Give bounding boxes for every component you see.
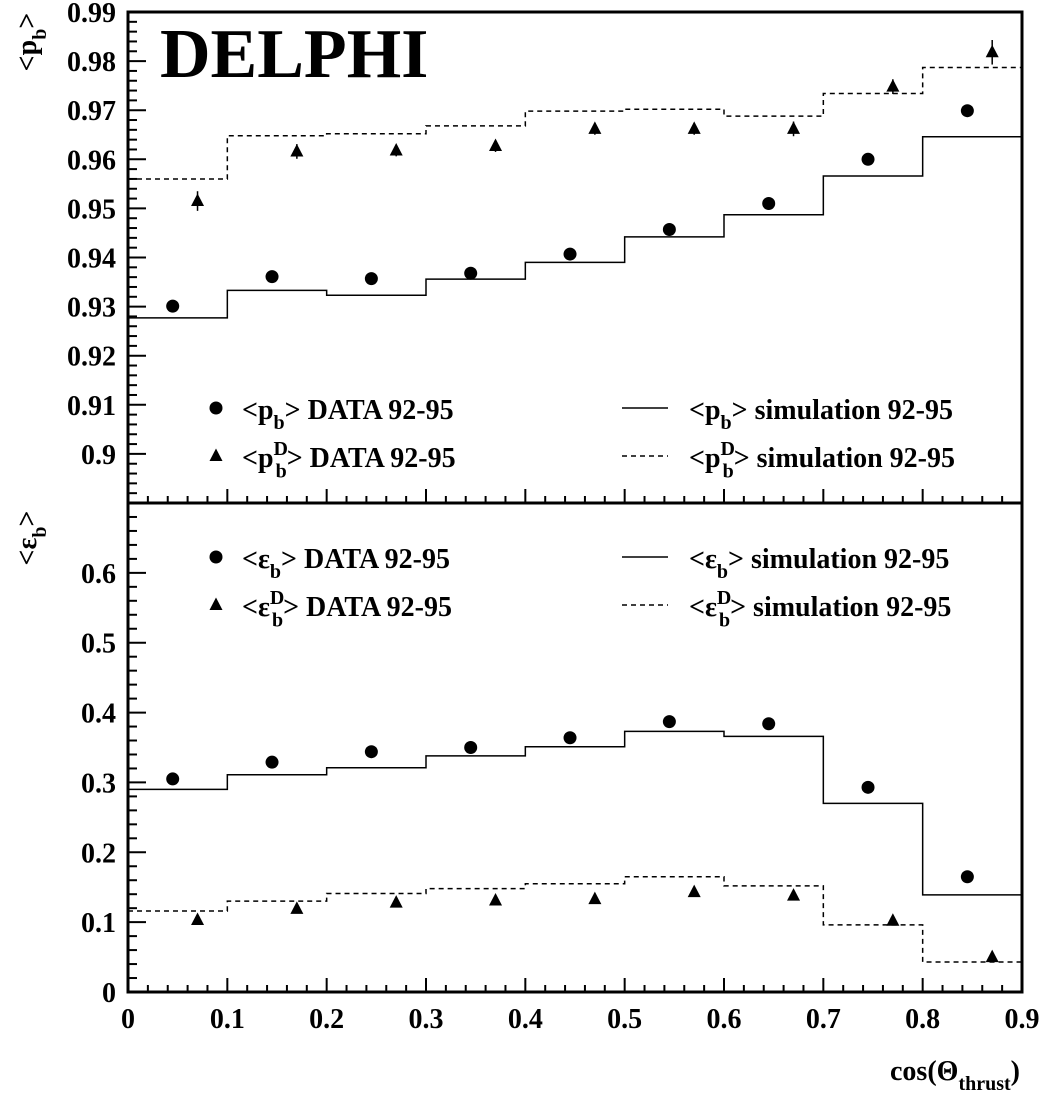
x-tick-label: 0.8 xyxy=(905,1004,940,1035)
data-point-circle xyxy=(960,104,974,118)
data-point-circle xyxy=(762,196,776,210)
y-tick-label: 0.98 xyxy=(67,47,116,78)
y-tick-label: 0.96 xyxy=(67,145,116,176)
y-tick-label: 0.95 xyxy=(67,194,116,225)
y-axis-label-bottom: <εb> xyxy=(12,510,51,565)
x-tick-label: 0.5 xyxy=(607,1004,642,1035)
data-point-triangle xyxy=(886,913,900,926)
y-tick-label: 0.6 xyxy=(81,559,116,590)
data-point-triangle xyxy=(290,901,304,914)
data-point-triangle xyxy=(787,888,801,901)
data-point-circle xyxy=(563,731,577,745)
y-label-text: <εb> xyxy=(12,510,51,565)
data-point-triangle xyxy=(588,121,602,134)
x-tick-label: 0.3 xyxy=(409,1004,444,1035)
legend-marker-circle xyxy=(209,550,223,564)
data-point-circle xyxy=(265,755,279,769)
y-tick-label: 0.5 xyxy=(81,629,116,660)
data-point-circle xyxy=(265,270,279,284)
data-point-triangle xyxy=(290,143,304,157)
simulation-solid-line xyxy=(128,730,1022,896)
data-point-triangle xyxy=(489,138,503,152)
simulation-solid-line xyxy=(128,135,1022,319)
legend-label: <εb> DATA 92-95 xyxy=(242,544,450,583)
data-point-triangle xyxy=(389,895,403,908)
legend-label: <pb> simulation 92-95 xyxy=(689,395,953,434)
y-tick-label: 0.4 xyxy=(81,699,116,730)
x-tick-label: 0.6 xyxy=(707,1004,742,1035)
delphi-label: DELPHI xyxy=(160,16,428,93)
data-point-circle xyxy=(464,741,478,754)
data-point-triangle xyxy=(489,892,503,906)
y-tick-label: 0 xyxy=(102,978,116,1009)
x-tick-label: 0.1 xyxy=(210,1004,245,1035)
y-tick-label: 0.2 xyxy=(81,838,116,869)
y-tick-label: 0.9 xyxy=(81,440,116,471)
legend-marker-triangle xyxy=(209,597,223,610)
legend-label: <pb> DATA 92-95 xyxy=(242,395,454,434)
legend-marker-circle xyxy=(209,401,223,415)
data-point-triangle xyxy=(787,121,801,134)
data-point-triangle xyxy=(985,44,999,58)
data-point-circle xyxy=(861,780,875,794)
legend-label: <εD b> DATA 92-95 xyxy=(242,587,452,631)
x-tick-label: 0.4 xyxy=(508,1004,543,1035)
legend-label: <εD b> simulation 92-95 xyxy=(689,587,951,631)
data-point-circle xyxy=(762,717,776,731)
y-label-text: <pb> xyxy=(12,13,51,72)
top-panel: 0.9 0.91 0.92 0.93 0.94 0.95 0.96 0.97 0.98 0.99 <… xyxy=(67,0,1024,505)
y-label-rot: <pb> xyxy=(12,13,51,72)
data-point-circle xyxy=(960,870,974,884)
y-tick-label: 0.92 xyxy=(67,342,116,373)
y-tick-label: 0.94 xyxy=(67,244,116,275)
data-point-triangle xyxy=(191,193,205,207)
data-point-circle xyxy=(166,772,180,786)
data-point-circle xyxy=(662,223,676,237)
plot-frame xyxy=(126,501,1024,994)
x-tick-label: 0.9 xyxy=(1005,1004,1040,1035)
y-axis-label-top: <pb> xyxy=(12,13,51,72)
legend-marker-triangle xyxy=(209,448,223,461)
y-label-rot: <εb> xyxy=(12,510,51,565)
data-point-circle xyxy=(364,272,378,286)
y-tick-label: 0.3 xyxy=(81,768,116,799)
data-point-circle xyxy=(662,715,676,729)
x-tick-label: 0 xyxy=(121,1004,135,1035)
data-point-triangle xyxy=(389,142,403,156)
data-point-triangle xyxy=(588,891,602,905)
data-point-circle xyxy=(563,247,577,261)
simulation-dashed-line xyxy=(128,66,1022,180)
data-point-circle xyxy=(861,152,875,166)
x-tick-label: 0.2 xyxy=(309,1004,344,1035)
data-point-circle xyxy=(364,745,378,759)
simulation-dashed-line xyxy=(128,875,1022,963)
data-point-triangle xyxy=(985,949,999,963)
data-point-circle xyxy=(464,266,478,280)
bottom-panel: 0 0.1 0.2 0.3 0.4 0.5 0.6 0 0.1 0.2 0.3 0.4 0.5 0.6 0.… xyxy=(81,501,1040,1035)
legend-label: <pD b> DATA 92-95 xyxy=(242,438,456,482)
legend-label: <pD b> simulation 92-95 xyxy=(689,438,955,482)
data-point-triangle xyxy=(687,121,701,134)
y-tick-label: 0.1 xyxy=(81,908,116,939)
x-tick-label: 0.7 xyxy=(806,1004,841,1035)
y-tick-label: 0.93 xyxy=(67,293,116,324)
y-tick-label: 0.91 xyxy=(67,391,116,422)
x-axis-label: cos(Θthrust) xyxy=(890,1056,1020,1095)
y-tick-label: 0.99 xyxy=(67,0,116,29)
data-point-triangle xyxy=(687,884,701,898)
x-label-text: cos(Θthrust) xyxy=(890,1056,1020,1095)
legend-label: <εb> simulation 92-95 xyxy=(689,544,949,583)
data-point-triangle xyxy=(191,912,205,926)
data-point-circle xyxy=(166,299,180,313)
data-point-triangle xyxy=(886,79,900,92)
y-tick-label: 0.97 xyxy=(67,96,116,127)
